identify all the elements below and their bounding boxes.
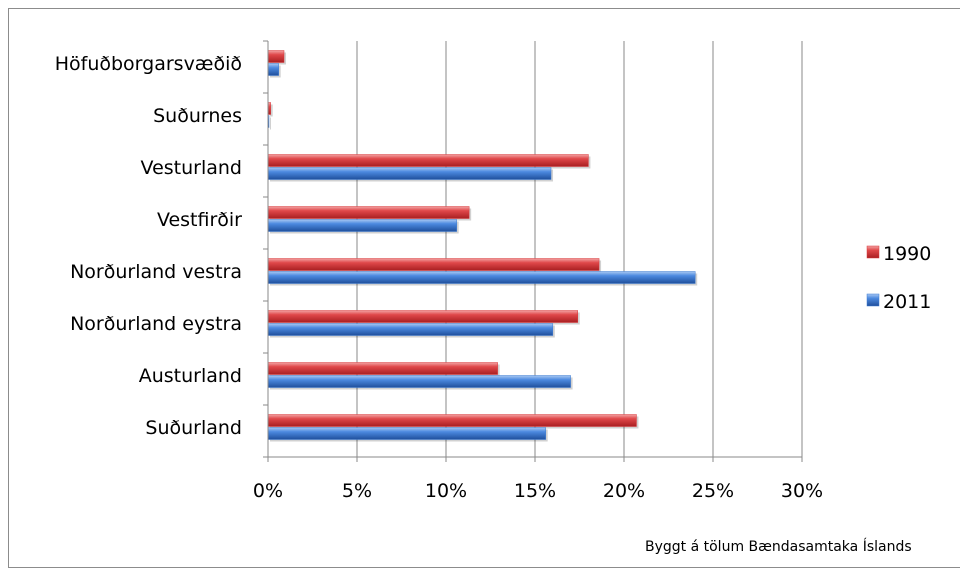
bar-1990-Austurland <box>267 362 498 375</box>
x-tick-label-30%: 30% <box>781 480 823 502</box>
bar-2011-Norðurland vestra <box>267 271 696 284</box>
axes <box>263 40 803 462</box>
bar-1990-Vesturland <box>267 154 589 167</box>
category-label-Vestfirðir: Vestfirðir <box>157 209 242 231</box>
bar-1990-Höfuðborgarsvæðið <box>267 50 285 63</box>
bar-2011-Vestfirðir <box>267 219 457 232</box>
category-label-Suðurland: Suðurland <box>145 417 242 439</box>
bar-shadow <box>270 104 273 117</box>
x-tick-label-0%: 0% <box>253 480 283 502</box>
category-label-Höfuðborgarsvæðið: Höfuðborgarsvæðið <box>55 53 242 75</box>
legend-swatch-2011 <box>866 293 880 307</box>
bar-1990-Vestfirðir <box>267 206 470 219</box>
category-label-Vesturland: Vesturland <box>141 157 242 179</box>
bar-shadow <box>270 117 271 130</box>
bar-1990-Norðurland eystra <box>267 310 578 323</box>
x-tick-label-15%: 15% <box>514 480 556 502</box>
legend-swatch-1990 <box>866 245 880 259</box>
x-tick-label-20%: 20% <box>603 480 645 502</box>
legend-label-1990: 1990 <box>883 243 931 265</box>
x-tick-label-25%: 25% <box>692 480 734 502</box>
bar-2011-Suðurland <box>267 427 546 440</box>
legend: 1990 2011 <box>866 243 931 313</box>
bar-2011-Höfuðborgarsvæðið <box>267 63 279 76</box>
chart-frame: 0% 5% 10% 15% 20% 25% 30% Höfuðborgarsvæðið Suðu… <box>8 8 960 568</box>
x-tick-label-10%: 10% <box>425 480 467 502</box>
category-label-Norðurland eystra: Norðurland eystra <box>70 313 242 335</box>
labels: 0% 5% 10% 15% 20% 25% 30% Höfuðborgarsvæðið Suðu… <box>55 53 823 502</box>
bar-2011-Norðurland eystra <box>267 323 554 336</box>
bar-2011-Austurland <box>267 375 571 388</box>
category-label-Suðurnes: Suðurnes <box>153 105 242 127</box>
gridlines <box>356 41 803 457</box>
x-tick-label-5%: 5% <box>342 480 372 502</box>
category-label-Austurland: Austurland <box>139 365 242 387</box>
bar-1990-Norðurland vestra <box>267 258 600 271</box>
bar-2011-Vesturland <box>267 167 552 180</box>
category-label-Norðurland vestra: Norðurland vestra <box>70 261 242 283</box>
bar-1990-Suðurland <box>267 414 637 427</box>
bar-chart: 0% 5% 10% 15% 20% 25% 30% Höfuðborgarsvæðið Suðu… <box>55 40 931 502</box>
source-note: Byggt á tölum Bændasamtaka Íslands <box>645 539 912 555</box>
legend-label-2011: 2011 <box>883 291 931 313</box>
bars <box>267 50 698 442</box>
